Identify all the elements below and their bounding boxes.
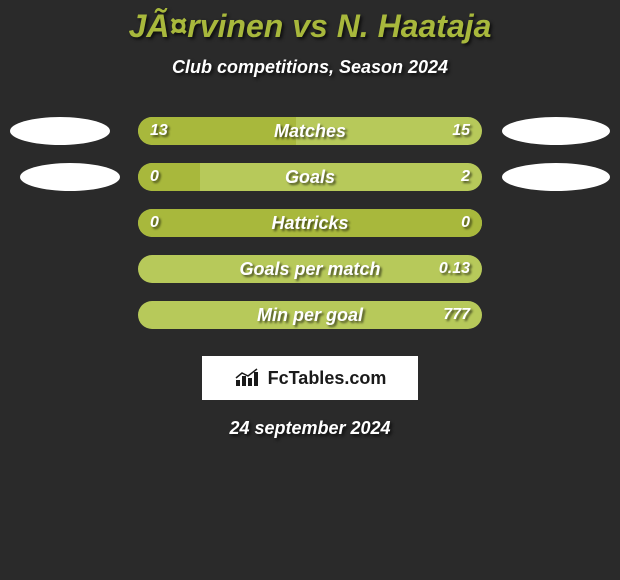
stat-label: Min per goal — [138, 305, 482, 326]
stat-value-right: 777 — [443, 306, 470, 324]
stat-row: Goals per match0.13 — [0, 246, 620, 292]
stat-label: Goals — [138, 167, 482, 188]
date-text: 24 september 2024 — [0, 418, 620, 439]
logo-chart-icon — [234, 368, 262, 388]
stat-value-right: 2 — [461, 168, 470, 186]
stat-label: Goals per match — [138, 259, 482, 280]
player-right-badge — [502, 163, 610, 191]
stat-label: Hattricks — [138, 213, 482, 234]
stat-bar: 0Hattricks0 — [138, 209, 482, 237]
logo-box: FcTables.com — [202, 356, 418, 400]
stat-label: Matches — [138, 121, 482, 142]
stat-row: Min per goal777 — [0, 292, 620, 338]
stat-bar: Goals per match0.13 — [138, 255, 482, 283]
player-right-badge — [502, 117, 610, 145]
stat-bar: 13Matches15 — [138, 117, 482, 145]
logo-text: FcTables.com — [268, 368, 387, 389]
stat-row: 0Goals2 — [0, 154, 620, 200]
stat-value-right: 0.13 — [439, 260, 470, 278]
stat-row: 0Hattricks0 — [0, 200, 620, 246]
stat-row: 13Matches15 — [0, 108, 620, 154]
stat-value-right: 15 — [452, 122, 470, 140]
player-left-badge — [10, 117, 110, 145]
comparison-infographic: JÃ¤rvinen vs N. Haataja Club competition… — [0, 0, 620, 580]
page-title: JÃ¤rvinen vs N. Haataja — [0, 8, 620, 45]
stat-bar: 0Goals2 — [138, 163, 482, 191]
subtitle: Club competitions, Season 2024 — [0, 57, 620, 78]
stat-value-right: 0 — [461, 214, 470, 232]
player-left-badge — [20, 163, 120, 191]
stat-bar: Min per goal777 — [138, 301, 482, 329]
stats-rows: 13Matches150Goals20Hattricks0Goals per m… — [0, 108, 620, 338]
